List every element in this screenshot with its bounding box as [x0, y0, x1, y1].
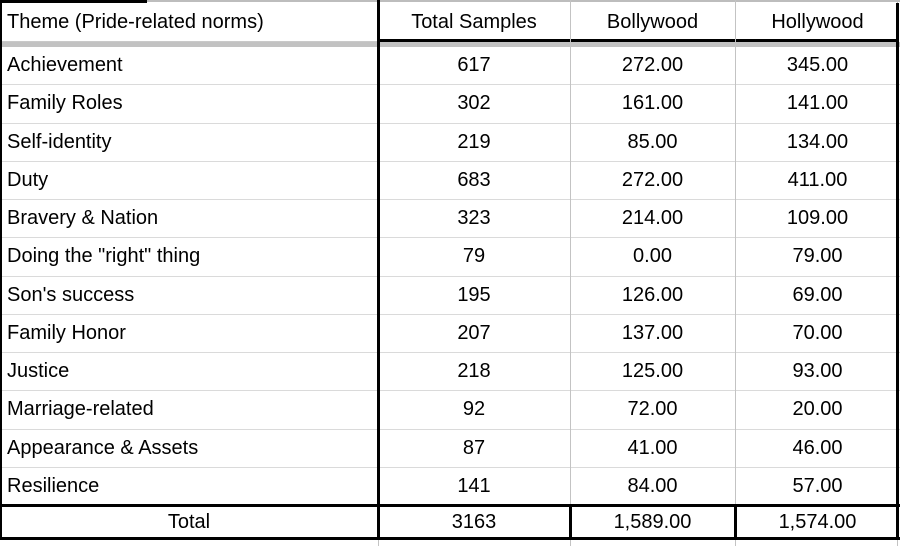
column1-border	[377, 0, 380, 540]
table-row: Achievement 617 272.00 345.00	[0, 47, 900, 86]
gridline-tick-bottom-1	[378, 540, 379, 546]
table-row: Marriage-related 92 72.00 20.00	[0, 391, 900, 430]
bollywood-cell[interactable]: 126.00	[621, 283, 684, 306]
bollywood-cell[interactable]: 214.00	[621, 207, 684, 230]
total-samples-cell[interactable]: 79	[462, 245, 486, 268]
total-samples-cell[interactable]: 141	[457, 474, 491, 497]
bollywood-cell[interactable]: 272.00	[621, 168, 684, 191]
frozen-row-divider	[0, 42, 900, 47]
hollywood-cell[interactable]: 20.00	[792, 398, 843, 421]
theme-cell[interactable]: Family Roles	[7, 92, 123, 115]
table-row: Self-identity 219 85.00 134.00	[0, 124, 900, 162]
total-samples-cell[interactable]: 207	[457, 321, 491, 344]
gridline-tick-bottom-4	[897, 540, 898, 546]
bollywood-cell[interactable]: 125.00	[621, 360, 684, 383]
total-samples-cell[interactable]: 302	[457, 92, 491, 115]
table-row: Justice 218 125.00 93.00	[0, 353, 900, 392]
header-total-samples[interactable]: Total Samples	[411, 11, 537, 33]
total-samples-cell[interactable]: 617	[457, 54, 491, 77]
header-bollywood[interactable]: Bollywood	[606, 11, 699, 33]
bollywood-cell[interactable]: 41.00	[627, 436, 678, 459]
total-samples-cell[interactable]: 92	[462, 398, 486, 421]
hollywood-cell[interactable]: 109.00	[786, 207, 849, 230]
column3-total-border	[734, 504, 737, 540]
header-theme[interactable]: Theme (Pride-related norms)	[7, 11, 264, 33]
table-row: Family Honor 207 137.00 70.00	[0, 315, 900, 353]
theme-cell[interactable]: Appearance & Assets	[7, 436, 199, 459]
table-row: Family Roles 302 161.00 141.00	[0, 85, 900, 124]
bollywood-cell[interactable]: 0.00	[633, 245, 672, 268]
hollywood-cell[interactable]: 411.00	[787, 168, 848, 191]
theme-cell[interactable]: Self-identity	[7, 130, 112, 153]
bollywood-cell[interactable]: 272.00	[621, 54, 684, 77]
bollywood-cell[interactable]: 85.00	[627, 130, 678, 153]
table-row: Resilience 141 84.00 57.00	[0, 468, 900, 505]
theme-cell[interactable]: Resilience	[7, 474, 100, 497]
total-samples-cell[interactable]: 683	[457, 168, 491, 191]
hollywood-cell[interactable]: 79.00	[792, 245, 843, 268]
gridline-tick-bottom-2	[570, 540, 571, 546]
total-samples-cell[interactable]: 218	[457, 360, 491, 383]
table-row: Bravery & Nation 323 214.00 109.00	[0, 200, 900, 239]
header-bottom-gridline	[0, 41, 378, 42]
hollywood-cell[interactable]: 57.00	[792, 474, 843, 497]
total-row: Total 3163 1,589.00 1,574.00	[0, 504, 900, 540]
theme-cell[interactable]: Son's success	[7, 283, 135, 306]
hollywood-cell[interactable]: 134.00	[786, 130, 849, 153]
next-row-sliver	[0, 540, 900, 546]
table-body: Achievement 617 272.00 345.00 Family Rol…	[0, 47, 900, 505]
theme-cell[interactable]: Achievement	[7, 54, 123, 77]
column3-gridline	[735, 0, 736, 504]
bollywood-cell[interactable]: 84.00	[627, 474, 678, 497]
gridline-tick-bottom-3	[735, 540, 736, 546]
theme-cell[interactable]: Family Honor	[7, 321, 126, 344]
previous-row-border-segment	[0, 0, 147, 3]
table-right-border	[896, 3, 899, 540]
table-header-row: Theme (Pride-related norms) Total Sample…	[0, 3, 900, 42]
table-row: Doing the "right" thing 79 0.00 79.00	[0, 238, 900, 277]
theme-cell[interactable]: Bravery & Nation	[7, 207, 159, 230]
previous-row-gridline	[147, 0, 900, 2]
bollywood-cell[interactable]: 72.00	[627, 398, 678, 421]
theme-cell[interactable]: Justice	[7, 360, 70, 383]
previous-row-sliver	[0, 0, 900, 3]
column2-total-border	[569, 504, 572, 540]
total-samples-cell[interactable]: 195	[457, 283, 491, 306]
total-samples-sum-cell[interactable]: 3163	[451, 510, 497, 533]
bollywood-cell[interactable]: 161.00	[621, 92, 684, 115]
hollywood-cell[interactable]: 345.00	[786, 54, 849, 77]
theme-cell[interactable]: Doing the "right" thing	[7, 245, 201, 268]
total-samples-cell[interactable]: 219	[457, 130, 491, 153]
bollywood-cell[interactable]: 137.00	[621, 321, 684, 344]
hollywood-cell[interactable]: 141.00	[786, 92, 849, 115]
hollywood-cell[interactable]: 93.00	[792, 360, 843, 383]
hollywood-cell[interactable]: 69.00	[792, 283, 843, 306]
total-label-cell[interactable]: Total	[167, 510, 211, 533]
table-left-border	[0, 0, 2, 540]
table-row: Son's success 195 126.00 69.00	[0, 277, 900, 315]
header-hollywood[interactable]: Hollywood	[771, 11, 864, 33]
hollywood-cell[interactable]: 70.00	[792, 321, 843, 344]
total-samples-cell[interactable]: 323	[457, 207, 491, 230]
bollywood-sum-cell[interactable]: 1,589.00	[613, 510, 692, 533]
table-row: Duty 683 272.00 411.00	[0, 162, 900, 200]
total-samples-cell[interactable]: 87	[462, 436, 486, 459]
theme-cell[interactable]: Duty	[7, 168, 49, 191]
table-row: Appearance & Assets 87 41.00 46.00	[0, 430, 900, 468]
header-bottom-border	[378, 39, 899, 42]
hollywood-cell[interactable]: 46.00	[792, 436, 843, 459]
hollywood-sum-cell[interactable]: 1,574.00	[778, 510, 857, 533]
gridline-tick-top-right	[897, 0, 898, 3]
theme-cell[interactable]: Marriage-related	[7, 398, 154, 421]
column2-gridline	[570, 0, 571, 504]
